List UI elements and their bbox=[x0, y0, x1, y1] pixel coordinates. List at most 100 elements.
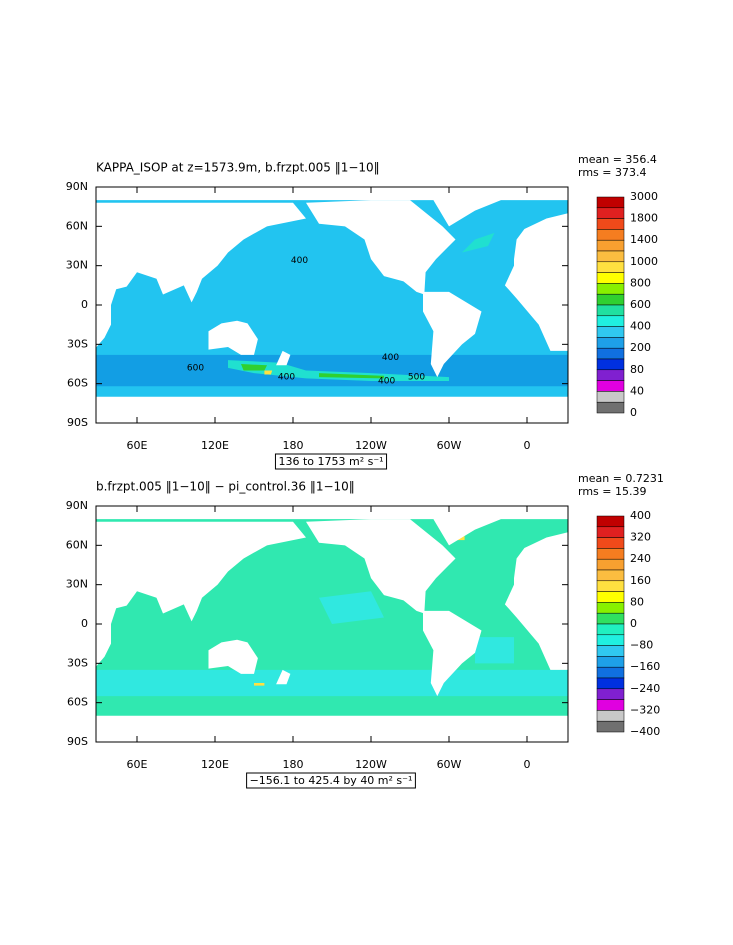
lon-label: 0 bbox=[524, 439, 531, 452]
colorbar-box bbox=[596, 688, 625, 700]
lat-label: 0 bbox=[81, 617, 88, 630]
contour-label: 600 bbox=[187, 363, 204, 373]
colorbar-label: 0 bbox=[630, 617, 637, 630]
title: KAPPA_ISOP at z=1573.9m, b.frzpt.005 ‖1−… bbox=[96, 161, 380, 175]
colorbar-box bbox=[596, 250, 625, 263]
land bbox=[306, 200, 456, 295]
land bbox=[208, 639, 258, 674]
map: 400 400 600 400 500 400 bbox=[96, 187, 568, 423]
colorbar-box bbox=[596, 315, 625, 327]
colorbar-label: 800 bbox=[630, 276, 651, 289]
colorbar-box bbox=[596, 634, 625, 646]
land bbox=[96, 506, 568, 520]
lon-label: 60W bbox=[437, 758, 462, 771]
land bbox=[96, 521, 306, 667]
field-patch bbox=[254, 683, 265, 686]
field-patch bbox=[319, 591, 384, 624]
map-panel: b.frzpt.005 ‖1−10‖ − pi_control.36 ‖1−10… bbox=[66, 472, 664, 789]
colorbar-label: 1800 bbox=[630, 212, 658, 225]
lat-label: 90S bbox=[67, 416, 88, 429]
field-patch bbox=[462, 232, 495, 253]
stat: mean = 356.4 bbox=[578, 153, 657, 166]
land bbox=[96, 715, 568, 742]
colorbar-box bbox=[596, 326, 625, 338]
colorbar-box bbox=[596, 656, 625, 668]
colorbar-label: 200 bbox=[630, 341, 651, 354]
colorbar-box bbox=[596, 720, 625, 733]
colorbar-box bbox=[596, 293, 625, 306]
lat-label: 60N bbox=[66, 538, 88, 551]
colorbar-label: −160 bbox=[630, 660, 660, 673]
land bbox=[306, 519, 456, 614]
lon-label: 60E bbox=[127, 439, 148, 452]
colorbar-box bbox=[596, 645, 625, 657]
colorbar-label: 1400 bbox=[630, 233, 658, 246]
colorbar-box bbox=[596, 537, 625, 549]
colorbar-box bbox=[596, 347, 625, 360]
range-label: −156.1 to 425.4 by 40 m² s⁻¹ bbox=[250, 774, 413, 787]
map bbox=[96, 506, 568, 742]
range-label: 136 to 1753 m² s⁻¹ bbox=[278, 455, 383, 468]
lat-label: 30S bbox=[67, 656, 88, 669]
land bbox=[423, 291, 482, 378]
colorbar-box bbox=[596, 710, 625, 722]
stat: mean = 0.7231 bbox=[578, 472, 664, 485]
colorbar-box bbox=[596, 677, 625, 690]
lat-label: 90S bbox=[67, 735, 88, 748]
field-patch bbox=[319, 373, 384, 379]
colorbar-label: −240 bbox=[630, 682, 660, 695]
field-patch bbox=[264, 370, 273, 375]
colorbar-label: 80 bbox=[630, 363, 644, 376]
lon-label: 180 bbox=[283, 439, 304, 452]
land bbox=[276, 669, 291, 685]
land bbox=[423, 610, 482, 697]
land bbox=[96, 187, 568, 201]
lat-label: 30N bbox=[66, 259, 88, 272]
colorbar-label: −320 bbox=[630, 703, 660, 716]
lat-label: 30S bbox=[67, 337, 88, 350]
colorbar-box bbox=[596, 380, 625, 392]
colorbar-label: 160 bbox=[630, 574, 651, 587]
colorbar-box bbox=[596, 526, 625, 538]
colorbar-box bbox=[596, 612, 625, 625]
colorbar-label: 320 bbox=[630, 531, 651, 544]
colorbar-box bbox=[596, 239, 625, 252]
lon-label: 120W bbox=[355, 758, 387, 771]
lat-label: 90N bbox=[66, 180, 88, 193]
colorbar-box bbox=[596, 569, 625, 582]
colorbar-box bbox=[596, 304, 625, 317]
lat-label: 90N bbox=[66, 499, 88, 512]
field-patch bbox=[228, 360, 449, 382]
colorbar-box bbox=[596, 229, 625, 241]
colorbar-box bbox=[596, 207, 625, 219]
lat-label: 60S bbox=[67, 696, 88, 709]
colorbar-box bbox=[596, 401, 625, 414]
colorbar-box bbox=[596, 261, 625, 273]
land bbox=[504, 532, 568, 670]
lon-label: 180 bbox=[283, 758, 304, 771]
field-patch bbox=[241, 364, 267, 371]
colorbar-label: 80 bbox=[630, 595, 644, 608]
colorbar-box bbox=[596, 666, 625, 679]
contour-label: 400 bbox=[382, 353, 399, 363]
colorbar-box bbox=[596, 558, 625, 571]
range-box bbox=[246, 772, 416, 789]
field-patch bbox=[96, 354, 568, 387]
contour-label: 400 bbox=[291, 256, 308, 266]
colorbar-label: 3000 bbox=[630, 190, 658, 203]
stat: rms = 373.4 bbox=[578, 166, 646, 179]
title: b.frzpt.005 ‖1−10‖ − pi_control.36 ‖1−10… bbox=[96, 480, 355, 494]
colorbar-box bbox=[596, 591, 625, 603]
colorbar-box bbox=[596, 391, 625, 403]
lat-label: 60S bbox=[67, 377, 88, 390]
contour-label: 500 bbox=[408, 373, 425, 383]
stat: rms = 15.39 bbox=[578, 485, 646, 498]
field-patch bbox=[96, 669, 568, 697]
colorbar-label: 400 bbox=[630, 509, 651, 522]
colorbar-box bbox=[596, 272, 625, 284]
contour-label: 400 bbox=[378, 377, 395, 387]
colorbar-box bbox=[596, 369, 625, 381]
field-patch bbox=[475, 637, 514, 664]
